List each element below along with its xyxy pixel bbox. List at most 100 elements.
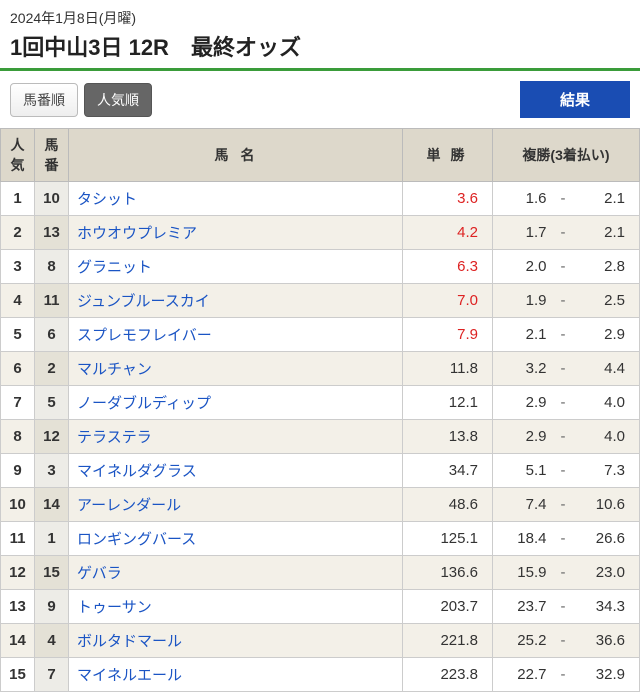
cell-number: 14 [35,488,69,522]
cell-dash: - [553,488,574,522]
table-row: 56スプレモフレイバー7.92.1-2.9 [1,318,640,352]
cell-win-odds: 12.1 [403,386,493,420]
cell-rank: 3 [1,250,35,284]
cell-horse-name[interactable]: ボルタドマール [69,624,403,658]
odds-table: 人気 馬番 馬名 単勝 複勝(3着払い) 110タシット3.61.6-2.121… [0,128,640,692]
cell-rank: 5 [1,318,35,352]
col-header-rank: 人気 [1,129,35,182]
cell-place-low: 2.9 [493,420,553,454]
tab-horse-number-order[interactable]: 馬番順 [10,83,78,117]
col-header-place: 複勝(3着払い) [493,129,640,182]
cell-win-odds: 7.9 [403,318,493,352]
table-row: 1014アーレンダール48.67.4-10.6 [1,488,640,522]
cell-win-odds: 136.6 [403,556,493,590]
table-body: 110タシット3.61.6-2.1213ホウオウプレミア4.21.7-2.138… [1,182,640,692]
cell-place-high: 2.9 [574,318,640,352]
col-header-win: 単勝 [403,129,493,182]
cell-win-odds: 221.8 [403,624,493,658]
table-row: 812テラステラ13.82.9-4.0 [1,420,640,454]
cell-dash: - [553,590,574,624]
cell-place-low: 2.1 [493,318,553,352]
cell-number: 3 [35,454,69,488]
cell-win-odds: 125.1 [403,522,493,556]
cell-horse-name[interactable]: マイネルダグラス [69,454,403,488]
cell-number: 13 [35,216,69,250]
cell-dash: - [553,318,574,352]
cell-dash: - [553,454,574,488]
cell-horse-name[interactable]: ロンギングバース [69,522,403,556]
cell-number: 4 [35,624,69,658]
cell-horse-name[interactable]: マルチャン [69,352,403,386]
cell-win-odds: 48.6 [403,488,493,522]
cell-horse-name[interactable]: グラニット [69,250,403,284]
cell-horse-name[interactable]: スプレモフレイバー [69,318,403,352]
cell-number: 1 [35,522,69,556]
cell-place-low: 18.4 [493,522,553,556]
date-text: 2024年1月8日(月曜) [10,8,630,28]
cell-place-low: 23.7 [493,590,553,624]
cell-win-odds: 7.0 [403,284,493,318]
cell-win-odds: 6.3 [403,250,493,284]
cell-win-odds: 203.7 [403,590,493,624]
cell-dash: - [553,556,574,590]
table-row: 411ジュンブルースカイ7.01.9-2.5 [1,284,640,318]
cell-place-high: 10.6 [574,488,640,522]
cell-place-low: 1.7 [493,216,553,250]
cell-number: 5 [35,386,69,420]
table-row: 38グラニット6.32.0-2.8 [1,250,640,284]
cell-horse-name[interactable]: トゥーサン [69,590,403,624]
cell-place-low: 1.9 [493,284,553,318]
cell-horse-name[interactable]: タシット [69,182,403,216]
cell-rank: 7 [1,386,35,420]
table-row: 111ロンギングバース125.118.4-26.6 [1,522,640,556]
cell-place-high: 36.6 [574,624,640,658]
cell-dash: - [553,420,574,454]
cell-rank: 6 [1,352,35,386]
cell-rank: 12 [1,556,35,590]
cell-horse-name[interactable]: アーレンダール [69,488,403,522]
cell-place-low: 7.4 [493,488,553,522]
cell-place-high: 34.3 [574,590,640,624]
cell-number: 11 [35,284,69,318]
cell-rank: 13 [1,590,35,624]
cell-rank: 10 [1,488,35,522]
cell-win-odds: 223.8 [403,658,493,692]
cell-rank: 4 [1,284,35,318]
cell-horse-name[interactable]: ゲバラ [69,556,403,590]
cell-rank: 2 [1,216,35,250]
cell-number: 15 [35,556,69,590]
controls-row: 馬番順 人気順 結果 [0,71,640,128]
cell-number: 10 [35,182,69,216]
cell-rank: 15 [1,658,35,692]
cell-place-high: 32.9 [574,658,640,692]
tab-popularity-order[interactable]: 人気順 [84,83,152,117]
cell-rank: 9 [1,454,35,488]
header: 2024年1月8日(月曜) 1回中山3日 12R 最終オッズ [0,0,640,68]
cell-horse-name[interactable]: テラステラ [69,420,403,454]
cell-place-low: 15.9 [493,556,553,590]
result-button[interactable]: 結果 [520,81,630,118]
cell-place-high: 7.3 [574,454,640,488]
table-row: 62マルチャン11.83.2-4.4 [1,352,640,386]
col-header-name: 馬名 [69,129,403,182]
cell-number: 7 [35,658,69,692]
cell-dash: - [553,284,574,318]
cell-dash: - [553,522,574,556]
cell-win-odds: 13.8 [403,420,493,454]
cell-horse-name[interactable]: マイネルエール [69,658,403,692]
cell-place-low: 1.6 [493,182,553,216]
cell-horse-name[interactable]: ノーダブルディップ [69,386,403,420]
cell-rank: 8 [1,420,35,454]
cell-dash: - [553,182,574,216]
table-row: 157マイネルエール223.822.7-32.9 [1,658,640,692]
cell-number: 2 [35,352,69,386]
cell-win-odds: 3.6 [403,182,493,216]
cell-win-odds: 34.7 [403,454,493,488]
cell-place-high: 4.0 [574,420,640,454]
cell-place-high: 4.4 [574,352,640,386]
cell-place-high: 2.1 [574,216,640,250]
cell-place-low: 2.9 [493,386,553,420]
cell-horse-name[interactable]: ジュンブルースカイ [69,284,403,318]
cell-win-odds: 11.8 [403,352,493,386]
cell-horse-name[interactable]: ホウオウプレミア [69,216,403,250]
